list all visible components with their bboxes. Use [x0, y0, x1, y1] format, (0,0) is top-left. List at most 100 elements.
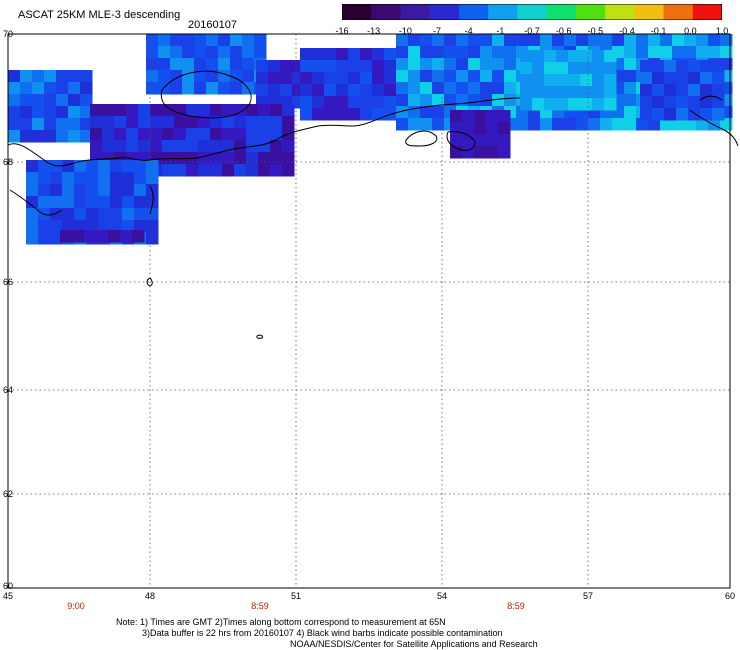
swath-cell	[108, 230, 121, 243]
swath-cell	[580, 74, 593, 87]
swath-cell	[162, 104, 175, 117]
swath-cell	[38, 160, 51, 173]
swath-cell	[74, 172, 87, 185]
lon-label-60: 60	[724, 591, 736, 601]
swath-cell	[604, 62, 617, 75]
colorbar-swatch	[458, 4, 489, 20]
swath-cell	[600, 34, 613, 47]
swath-cell	[74, 184, 87, 197]
colorbar-swatch	[517, 4, 548, 20]
swath-cell	[102, 128, 115, 141]
swath-cell	[492, 82, 505, 95]
swath-cell	[492, 46, 505, 59]
swath-cell	[62, 172, 75, 185]
swath-cell	[68, 82, 81, 95]
swath-cell	[158, 70, 171, 83]
swath-cell	[268, 84, 281, 97]
swath-cell	[360, 72, 373, 85]
swath-cell	[372, 72, 385, 85]
swath-cell	[56, 82, 69, 95]
swath-cell	[98, 208, 111, 221]
swath-cell	[38, 220, 51, 233]
swath-cell	[132, 230, 145, 243]
swath-cell	[396, 118, 409, 131]
swath-cell	[38, 196, 51, 209]
swath-cell	[210, 164, 223, 177]
swath-cell	[8, 118, 21, 131]
swath-cell	[68, 106, 81, 119]
swath-cell	[474, 110, 487, 123]
swath-cell	[712, 72, 725, 85]
swath-cell	[580, 50, 593, 63]
lon-label-57: 57	[582, 591, 594, 601]
swath-cell	[86, 160, 99, 173]
swath-cell	[218, 58, 231, 71]
swath-cell	[270, 152, 283, 165]
swath-cell	[300, 108, 313, 121]
swath-cell	[528, 34, 541, 47]
swath-cell	[242, 34, 255, 47]
swath-cell	[324, 96, 337, 109]
swath-cell	[72, 230, 85, 243]
swath-cell	[62, 220, 75, 233]
swath-cell	[8, 82, 21, 95]
swath-cell	[198, 152, 211, 165]
swath-cell	[222, 128, 235, 141]
swath-cell	[122, 220, 135, 233]
swath-cell	[246, 152, 259, 165]
swath-cell	[110, 208, 123, 221]
swath-cell	[408, 46, 421, 59]
swath-cell	[68, 70, 81, 83]
map-title: ASCAT 25KM MLE-3 descending	[18, 9, 181, 21]
swath-cell	[696, 118, 709, 131]
swath-cell	[90, 116, 103, 129]
swath-cell	[336, 72, 349, 85]
swath-cell	[254, 46, 267, 59]
swath-cell	[234, 140, 247, 153]
swath-cell	[80, 94, 93, 107]
swath-cell	[688, 72, 701, 85]
swath-cell	[336, 60, 349, 73]
swath-cell	[498, 122, 511, 135]
swath-cell	[80, 106, 93, 119]
swath-cell	[348, 96, 361, 109]
swath-cell	[324, 108, 337, 121]
swath-cell	[300, 60, 313, 73]
swath-cell	[122, 160, 135, 173]
swath-cell	[648, 46, 661, 59]
swath-cell	[186, 140, 199, 153]
swath-cell	[444, 94, 457, 107]
swath-cell	[708, 34, 721, 47]
swath-cell	[444, 70, 457, 83]
swath-cell	[146, 172, 159, 185]
swath-cell	[170, 46, 183, 59]
swath-cell	[80, 118, 93, 131]
swath-cell	[256, 72, 269, 85]
swath-cell	[652, 96, 665, 109]
swath-cell	[604, 98, 617, 111]
swath-cell	[258, 128, 271, 141]
swath-cell	[532, 86, 545, 99]
swath-cell	[8, 70, 21, 83]
swath-cell	[312, 108, 325, 121]
swath-cell	[372, 84, 385, 97]
swath-cell	[520, 86, 533, 99]
swath-cell	[50, 172, 63, 185]
swath-cell	[604, 86, 617, 99]
swath-cell	[32, 130, 45, 143]
swath-cell	[146, 196, 159, 209]
swath-cell	[432, 70, 445, 83]
swath-cell	[556, 50, 569, 63]
swath-cell	[624, 94, 637, 107]
swath-cell	[282, 116, 295, 129]
swath-cell	[174, 104, 187, 117]
swath-cell	[194, 46, 207, 59]
swath-cell	[480, 82, 493, 95]
swath-cell	[102, 104, 115, 117]
swath-cell	[68, 118, 81, 131]
swath-cell	[222, 104, 235, 117]
swath-cell	[98, 196, 111, 209]
swath-cell	[544, 62, 557, 75]
swath-cell	[700, 108, 713, 121]
swath-cell	[588, 118, 601, 131]
